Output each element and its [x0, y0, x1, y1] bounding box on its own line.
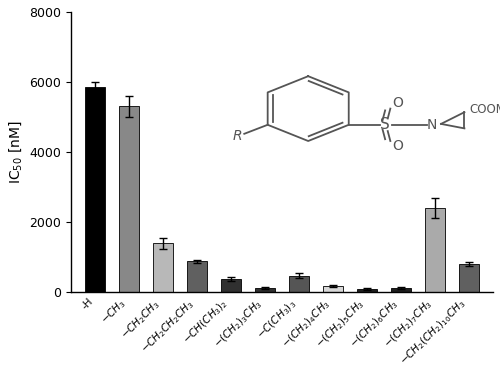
Y-axis label: IC$_{50}$ [nM]: IC$_{50}$ [nM]: [7, 120, 24, 184]
Bar: [459, 264, 479, 292]
Text: N: N: [426, 118, 437, 132]
Text: COOMe: COOMe: [470, 103, 500, 116]
Text: O: O: [392, 140, 404, 153]
Bar: [186, 261, 207, 292]
Bar: [289, 276, 310, 292]
Text: O: O: [392, 96, 404, 110]
Bar: [118, 106, 139, 292]
Bar: [152, 243, 173, 292]
Text: R: R: [233, 129, 242, 142]
Bar: [255, 288, 275, 292]
Bar: [425, 208, 446, 292]
Bar: [84, 87, 105, 292]
Bar: [221, 279, 241, 292]
Bar: [357, 289, 378, 292]
Bar: [391, 288, 411, 292]
Text: S: S: [380, 117, 390, 132]
Bar: [323, 286, 344, 292]
